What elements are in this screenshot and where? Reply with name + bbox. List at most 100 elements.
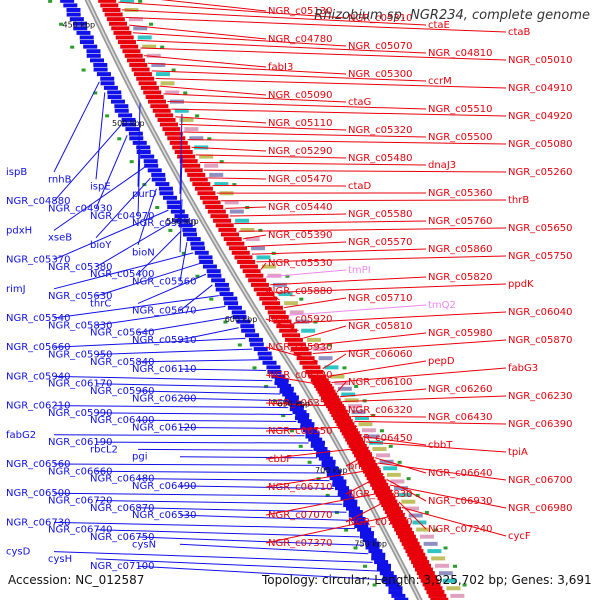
gene-label-left: NGR_c05910 xyxy=(132,335,197,346)
forward-gene xyxy=(136,76,155,81)
feature-block xyxy=(128,17,143,22)
reverse-gene xyxy=(66,7,81,12)
feature-block xyxy=(165,90,180,95)
gene-label-left: NGR_c05560 xyxy=(132,277,197,288)
label-leader xyxy=(179,242,188,282)
marker-tick xyxy=(117,137,122,141)
marker-tick xyxy=(81,68,86,72)
reverse-gene xyxy=(219,292,234,297)
gene-label-left: NGR_c05840 xyxy=(90,357,155,368)
forward-gene xyxy=(131,67,150,72)
feature-block xyxy=(137,35,152,40)
gene-label-right: NGR_c05920 xyxy=(268,314,333,325)
label-leader xyxy=(308,332,427,347)
accession-text: Accession: NC_012587 xyxy=(8,573,145,587)
reverse-gene xyxy=(93,67,108,72)
gene-label-left: purD xyxy=(132,189,157,200)
forward-gene xyxy=(155,113,174,118)
feature-block xyxy=(133,26,148,31)
reverse-gene xyxy=(93,62,108,67)
label-leader xyxy=(312,339,507,354)
forward-gene xyxy=(164,131,183,136)
forward-gene xyxy=(407,552,426,557)
reverse-gene xyxy=(227,305,242,310)
gene-label-left: NGR_c05640 xyxy=(90,328,155,339)
gene-label-left: NGR_c05540 xyxy=(6,313,71,324)
forward-gene xyxy=(150,104,169,109)
label-leader xyxy=(274,283,507,293)
label-leader xyxy=(265,490,393,516)
gene-label-right: NGR_c05360 xyxy=(428,188,493,199)
forward-gene xyxy=(239,264,258,269)
label-leader xyxy=(179,543,369,555)
forward-gene xyxy=(379,499,398,504)
gene-label-left: rnhB xyxy=(48,174,72,185)
marker-tick xyxy=(264,384,269,388)
feature-block xyxy=(189,136,204,141)
reverse-gene xyxy=(73,26,88,31)
label-leader xyxy=(179,327,239,341)
gene-label-left: xseB xyxy=(48,233,72,244)
forward-gene xyxy=(312,381,331,386)
feature-block xyxy=(261,264,276,269)
feature-block xyxy=(431,556,446,561)
feature-block xyxy=(214,182,229,187)
marker-tick xyxy=(155,206,160,209)
label-leader xyxy=(95,441,309,444)
forward-gene xyxy=(127,58,146,63)
gene-label-left: NGR_c06490 xyxy=(132,481,197,492)
gene-label-right: NGR_c05980 xyxy=(428,328,493,339)
gene-label-right: NGR_c06260 xyxy=(428,384,493,395)
reverse-gene xyxy=(155,182,170,187)
label-leader xyxy=(155,78,507,89)
reverse-gene xyxy=(292,410,307,415)
forward-gene xyxy=(314,383,333,388)
forward-gene xyxy=(343,434,362,439)
label-leader xyxy=(53,463,322,466)
reverse-gene xyxy=(277,383,292,388)
reverse-gene xyxy=(241,328,256,333)
feature-block xyxy=(341,392,356,397)
forward-gene xyxy=(324,401,343,406)
reverse-gene xyxy=(359,534,374,539)
label-leader xyxy=(212,184,347,187)
reverse-gene xyxy=(343,499,358,504)
gene-label-left: NGR_c05940 xyxy=(6,371,71,382)
reverse-gene xyxy=(132,140,147,145)
gene-label-right: NGR_c06700 xyxy=(508,475,573,486)
gene-label-left: NGR_c06720 xyxy=(48,496,113,507)
label-leader xyxy=(95,177,151,239)
forward-gene xyxy=(426,590,445,595)
reverse-gene xyxy=(394,597,409,600)
forward-gene xyxy=(334,419,353,424)
marker-tick xyxy=(219,160,224,164)
forward-gene xyxy=(357,459,376,464)
reverse-gene xyxy=(211,278,226,283)
forward-gene xyxy=(287,342,306,347)
gene-label-right: cycF xyxy=(508,531,531,542)
label-leader xyxy=(183,131,427,138)
label-leader xyxy=(95,135,128,209)
label-leader xyxy=(345,431,361,439)
reverse-gene xyxy=(167,205,182,209)
marker-tick xyxy=(48,0,53,3)
reverse-gene xyxy=(107,95,122,100)
feature-block xyxy=(354,416,369,421)
forward-gene xyxy=(145,95,164,100)
gene-label-right: tpiA xyxy=(508,447,528,458)
feature-block xyxy=(224,200,239,205)
forward-gene xyxy=(242,269,261,274)
label-leader xyxy=(221,199,507,202)
forward-gene xyxy=(411,560,430,565)
feature-block xyxy=(240,227,255,232)
reverse-gene xyxy=(385,582,400,587)
label-leader xyxy=(374,457,427,474)
label-leader xyxy=(322,353,347,370)
feature-block xyxy=(184,127,199,132)
gene-label-right: NGR_c06220 xyxy=(268,370,333,381)
forward-gene xyxy=(413,563,432,568)
feature-block xyxy=(386,472,401,477)
forward-gene xyxy=(218,227,237,232)
marker-tick xyxy=(281,414,286,418)
reverse-gene xyxy=(175,218,190,223)
